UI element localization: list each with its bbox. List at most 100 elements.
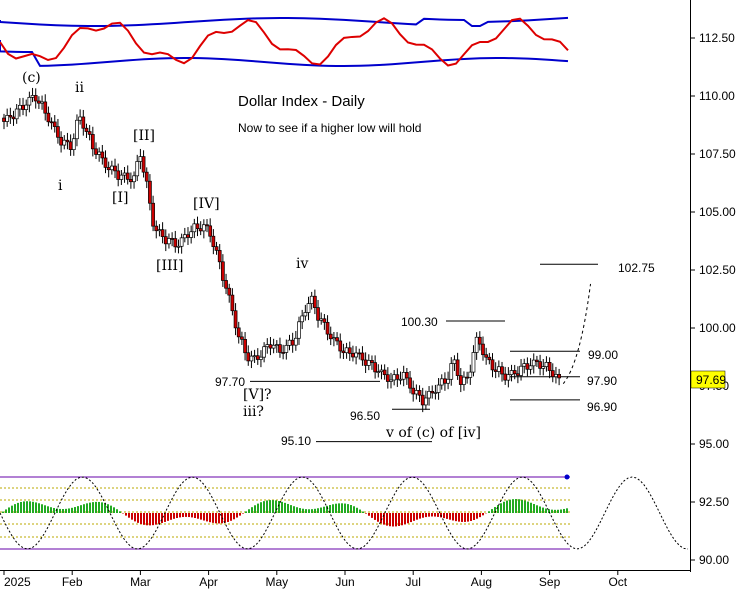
histogram-bar [305, 509, 307, 513]
histogram-bar [119, 511, 121, 513]
x-tick-label: May [265, 575, 288, 589]
candle-down [144, 171, 149, 182]
candle-up [297, 321, 301, 339]
histogram-bar [149, 513, 151, 526]
candle-up [157, 229, 162, 232]
candle-up [5, 115, 10, 122]
candle-down [173, 238, 178, 248]
candle-up [40, 101, 44, 104]
candle-down [278, 344, 282, 353]
candle-up [284, 345, 289, 353]
wave-label-iii: iii? [243, 404, 264, 420]
x-tick-label: Mar [130, 575, 151, 589]
candle-down [208, 225, 213, 237]
candle-down [160, 229, 165, 237]
candle-up [424, 397, 428, 406]
histogram-bar [2, 511, 4, 513]
candle-up [97, 151, 102, 155]
candle-up [259, 356, 263, 360]
histogram-bar [371, 513, 373, 518]
candle-up [471, 352, 476, 373]
indicator-band-upper [0, 16, 569, 28]
candle-up [71, 138, 76, 150]
candle-down [490, 359, 495, 371]
y-tick-label: 107.50 [699, 147, 736, 161]
histogram-bar [548, 509, 550, 513]
candle-up [509, 370, 514, 375]
candle-up [541, 366, 546, 369]
candle-down [351, 352, 355, 358]
histogram-bar [86, 503, 88, 513]
candle-down [385, 374, 390, 382]
histogram-bar [329, 505, 331, 513]
histogram-bar [125, 513, 127, 516]
candle-up [62, 139, 67, 146]
candle-up [531, 359, 536, 367]
histogram-bar [401, 513, 403, 526]
candle-down [487, 356, 492, 361]
y-tick-label: 100.00 [699, 321, 736, 335]
histogram-bar [5, 509, 7, 513]
candle-up [452, 359, 457, 364]
candle-down [281, 352, 285, 354]
histogram-bar [98, 501, 100, 513]
candle-up [265, 344, 270, 348]
histogram-bar [167, 513, 169, 521]
candle-down [163, 236, 168, 245]
histogram-bar [479, 513, 481, 518]
x-tick-label: Sep [539, 575, 561, 589]
y-tick-label: 112.50 [699, 31, 735, 45]
histogram-bar [437, 513, 439, 517]
wave-label-II-bracket: [II] [133, 128, 155, 144]
candle-up [344, 347, 349, 354]
histogram-bar [467, 513, 469, 522]
candle-down [106, 167, 111, 171]
histogram-bar [320, 507, 322, 513]
wave-label-i: i [58, 178, 63, 194]
histogram-bar [173, 513, 175, 519]
candle-down [246, 352, 251, 362]
histogram-bar [557, 509, 559, 513]
histogram-bar [170, 513, 172, 520]
histogram-bar [434, 513, 436, 517]
candle-up [519, 365, 523, 376]
histogram-bar [182, 513, 184, 518]
wave-label-V-bracket: [V]? [243, 387, 272, 403]
histogram-bar [431, 513, 433, 517]
candle-down [11, 116, 16, 120]
histogram-bar [224, 513, 226, 523]
histogram-bar [512, 499, 514, 513]
x-tick-label: Jun [335, 575, 354, 589]
candle-down [322, 318, 327, 323]
candle-up [27, 96, 32, 106]
histogram-bar [443, 513, 445, 519]
candle-down [224, 280, 228, 289]
histogram-bar [110, 505, 112, 513]
histogram-bar [419, 513, 421, 519]
candle-up [182, 234, 187, 239]
histogram-bar [74, 507, 76, 513]
histogram-bar [530, 502, 532, 513]
histogram-bar [14, 504, 16, 513]
candle-up [135, 161, 140, 177]
histogram-bar [155, 513, 157, 525]
histogram-bar [257, 503, 259, 513]
histogram-bar [521, 499, 523, 513]
histogram-bar [83, 504, 85, 513]
candle-down [290, 339, 295, 346]
candle-up [401, 372, 406, 380]
histogram-bar [218, 513, 220, 524]
bottom-indicator-panel [0, 474, 689, 550]
histogram-bar [272, 500, 274, 513]
candle-down [84, 127, 89, 132]
histogram-bar [32, 501, 34, 513]
histogram-bar [566, 508, 568, 513]
histogram-bar [35, 502, 37, 513]
y-tick-label: 95.00 [699, 437, 729, 451]
histogram-bar [266, 500, 268, 513]
histogram-bar [452, 513, 454, 521]
histogram-bar [47, 506, 49, 513]
candle-down [170, 238, 174, 240]
candle-down [151, 202, 155, 227]
last-value-label: 97.69 [696, 373, 726, 387]
